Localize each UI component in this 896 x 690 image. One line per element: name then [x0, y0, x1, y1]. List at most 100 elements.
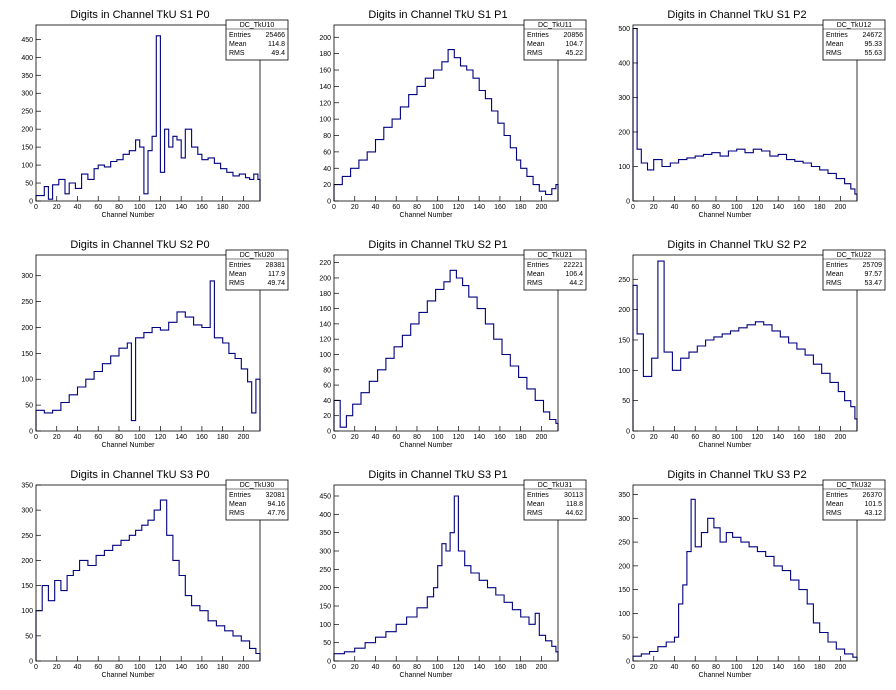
stats-rms-label: RMS: [826, 510, 842, 517]
x-tick-label: 100: [432, 204, 444, 211]
y-tick-label: 200: [618, 307, 630, 314]
y-tick-label: 50: [323, 640, 331, 647]
x-tick-label: 160: [494, 664, 506, 671]
y-tick-label: 80: [323, 367, 331, 374]
x-tick-label: 140: [473, 434, 485, 441]
y-tick-label: 80: [323, 133, 331, 140]
y-tick-label: 150: [21, 583, 33, 590]
y-tick-label: 400: [21, 55, 33, 62]
histogram-series: [35, 35, 261, 201]
x-tick-label: 0: [34, 434, 38, 441]
y-tick-label: 200: [21, 325, 33, 332]
x-tick-label: 20: [351, 204, 359, 211]
x-tick-label: 160: [196, 434, 208, 441]
stats-entries-label: Entries: [527, 492, 549, 499]
plot-frame: [333, 24, 559, 202]
stats-box: DC_TkU11 Entries 20856 Mean 104.7 RMS 45.22: [523, 19, 587, 61]
x-tick-label: 0: [631, 204, 635, 211]
x-axis-label: Channel Number: [699, 442, 753, 449]
y-tick-label: 0: [29, 199, 33, 206]
y-tick-label: 180: [319, 291, 331, 298]
x-tick-label: 80: [115, 664, 123, 671]
y-tick-label: 100: [618, 611, 630, 618]
stats-name: DC_TkU30: [240, 482, 275, 489]
plot-frame: [333, 484, 559, 662]
plot-frame: [333, 254, 559, 432]
chart-title: Digits in Channel TkU S2 P1: [368, 239, 507, 251]
x-tick-label: 80: [413, 664, 421, 671]
x-axis-label: Channel Number: [699, 672, 753, 679]
y-tick-label: 200: [319, 585, 331, 592]
stats-rms-label: RMS: [826, 50, 842, 57]
x-tick-label: 20: [53, 664, 61, 671]
stats-entries-value: 25709: [863, 262, 883, 269]
x-tick-label: 100: [731, 434, 743, 441]
chart-panel: Digits in Channel TkU S3 P1 0 20 40 60 80 100 1…: [298, 460, 597, 690]
histogram-series: [632, 498, 858, 661]
y-tick-label: 0: [29, 429, 33, 436]
chart-panel: Digits in Channel TkU S1 P1 0 20 40 60 80 100 1…: [298, 0, 597, 230]
stats-mean-value: 114.8: [268, 41, 285, 48]
stats-box: DC_TkU32 Entries 26370 Mean 101.5 RMS 43.12: [822, 479, 886, 521]
stats-name: DC_TkU20: [240, 252, 275, 259]
x-tick-label: 100: [134, 204, 146, 211]
x-axis-label: Channel Number: [400, 212, 454, 219]
x-tick-label: 160: [793, 204, 805, 211]
x-tick-label: 120: [155, 204, 167, 211]
x-axis-label: Channel Number: [102, 442, 156, 449]
stats-rms-label: RMS: [229, 510, 245, 517]
stats-entries-label: Entries: [229, 32, 251, 39]
stats-box: DC_TkU20 Entries 28381 Mean 117.9 RMS 49.74: [225, 249, 289, 291]
y-tick-label: 450: [21, 37, 33, 44]
y-tick-label: 0: [626, 199, 630, 206]
y-tick-label: 250: [618, 540, 630, 547]
x-tick-label: 180: [814, 664, 826, 671]
histogram-plot: Digits in Channel TkU S2 P1 0 20 40 60 80 100 1…: [319, 239, 587, 449]
chart-panel: Digits in Channel TkU S3 P0 0 20 40 60 80 100 1…: [0, 460, 299, 690]
x-tick-label: 40: [372, 204, 380, 211]
stats-mean-value: 118.8: [566, 501, 583, 508]
chart-title: Digits in Channel TkU S2 P0: [70, 239, 209, 251]
stats-box: DC_TkU30 Entries 32081 Mean 94.16 RMS 47.76: [225, 479, 289, 521]
x-tick-label: 60: [691, 204, 699, 211]
stats-rms-label: RMS: [527, 50, 543, 57]
stats-rms-value: 49.74: [267, 280, 285, 287]
x-tick-label: 60: [94, 664, 102, 671]
y-tick-label: 150: [21, 145, 33, 152]
y-tick-label: 200: [319, 35, 331, 42]
stats-rms-label: RMS: [229, 280, 245, 287]
y-tick-label: 500: [618, 26, 630, 33]
chart-title: Digits in Channel TkU S3 P0: [70, 469, 209, 481]
y-tick-label: 60: [323, 149, 331, 156]
x-tick-label: 180: [217, 204, 229, 211]
stats-name: DC_TkU12: [837, 22, 872, 29]
y-tick-label: 140: [319, 321, 331, 328]
stats-mean-value: 106.4: [565, 271, 583, 278]
x-tick-label: 40: [671, 204, 679, 211]
y-tick-label: 300: [21, 273, 33, 280]
x-axis-label: Channel Number: [699, 212, 753, 219]
x-tick-label: 160: [196, 664, 208, 671]
x-tick-label: 120: [453, 664, 465, 671]
y-tick-label: 300: [21, 91, 33, 98]
x-tick-label: 0: [332, 664, 336, 671]
stats-mean-value: 101.5: [864, 501, 882, 508]
y-tick-label: 250: [21, 533, 33, 540]
x-tick-label: 40: [671, 434, 679, 441]
y-tick-label: 200: [319, 275, 331, 282]
plot-frame: [632, 24, 858, 202]
chart-title: Digits in Channel TkU S3 P2: [667, 469, 806, 481]
x-tick-label: 100: [134, 434, 146, 441]
chart-panel: Digits in Channel TkU S1 P2 0 20 40 60 80 100 1…: [597, 0, 896, 230]
y-tick-label: 350: [319, 530, 331, 537]
x-tick-label: 120: [155, 434, 167, 441]
x-tick-label: 40: [372, 664, 380, 671]
x-tick-label: 120: [752, 204, 764, 211]
histogram-series: [333, 495, 559, 661]
y-tick-label: 150: [21, 351, 33, 358]
y-tick-label: 100: [21, 608, 33, 615]
x-tick-label: 20: [650, 664, 658, 671]
y-tick-label: 120: [319, 337, 331, 344]
y-tick-label: 40: [323, 398, 331, 405]
stats-mean-label: Mean: [229, 501, 247, 508]
